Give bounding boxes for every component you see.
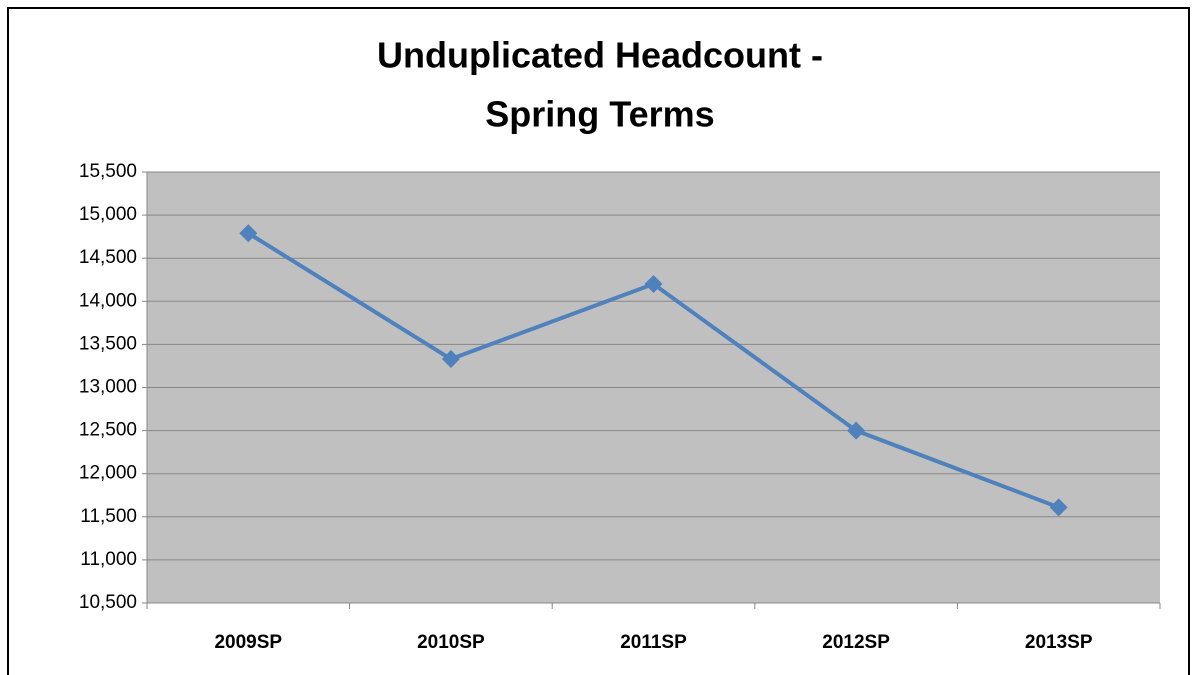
data-point	[441, 350, 460, 369]
y-tick-label: 15,500	[79, 161, 137, 182]
y-tick-label: 12,000	[79, 463, 137, 484]
y-tick-label: 11,000	[80, 549, 137, 570]
y-tick-label: 13,000	[79, 377, 137, 398]
y-tick-label: 15,000	[79, 204, 137, 225]
x-tick-label: 2011SP	[620, 632, 687, 653]
y-tick-label: 12,500	[79, 420, 137, 441]
data-point	[239, 224, 258, 243]
data-point	[1049, 498, 1068, 517]
y-tick-label: 13,500	[79, 333, 137, 354]
data-point	[644, 275, 663, 294]
x-tick-label: 2010SP	[417, 632, 485, 653]
y-tick-label: 10,500	[79, 592, 137, 613]
data-point	[847, 421, 866, 440]
y-tick-label: 14,000	[79, 290, 137, 311]
chart-title: Spring Terms	[485, 94, 714, 135]
x-tick-label: 2013SP	[1025, 632, 1093, 653]
x-tick-label: 2009SP	[214, 632, 282, 653]
y-tick-label: 11,500	[80, 506, 137, 527]
x-tick-label: 2012SP	[822, 632, 890, 653]
y-tick-label: 14,500	[79, 247, 137, 268]
chart-title: Unduplicated Headcount -	[377, 35, 823, 76]
